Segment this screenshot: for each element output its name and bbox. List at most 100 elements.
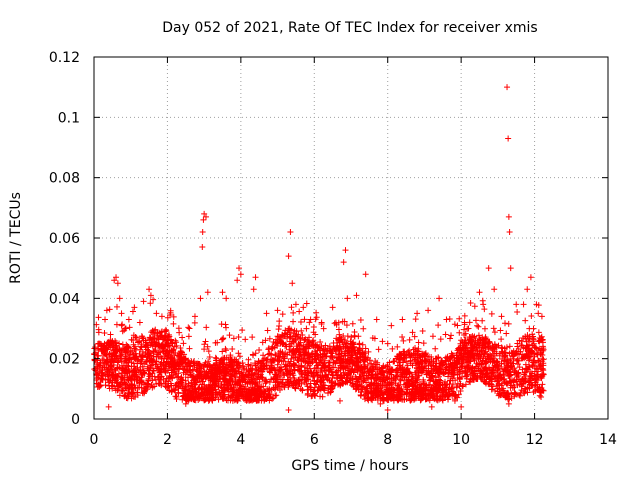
data-point [256, 346, 263, 353]
data-point [333, 335, 340, 342]
data-point [508, 395, 515, 402]
data-point [218, 336, 225, 343]
data-point [142, 337, 149, 344]
data-point [235, 360, 242, 367]
data-point [285, 406, 292, 413]
data-point [370, 388, 377, 395]
data-point [230, 366, 237, 373]
data-point [454, 380, 461, 387]
data-point [142, 359, 149, 366]
data-point [384, 363, 391, 370]
data-point [519, 376, 526, 383]
data-point [180, 389, 187, 396]
data-point [375, 346, 382, 353]
data-point [156, 343, 163, 350]
data-point [434, 378, 441, 385]
data-point [430, 362, 437, 369]
data-point [397, 355, 404, 362]
data-point [313, 314, 320, 321]
data-point [93, 380, 100, 387]
data-point [235, 393, 242, 400]
data-point [479, 374, 486, 381]
data-point [439, 396, 446, 403]
data-point [489, 347, 496, 354]
data-point [135, 356, 142, 363]
data-point [297, 363, 304, 370]
data-point [410, 396, 417, 403]
data-point [279, 339, 286, 346]
data-point [109, 379, 116, 386]
data-point [428, 372, 435, 379]
data-point [151, 373, 158, 380]
data-point [304, 386, 311, 393]
data-point [523, 338, 530, 345]
data-point [350, 341, 357, 348]
data-point [158, 333, 165, 340]
data-point [317, 368, 324, 375]
data-point [405, 393, 412, 400]
data-point [361, 356, 368, 363]
data-point [123, 349, 130, 356]
data-point [330, 359, 337, 366]
data-point [102, 316, 109, 323]
data-point [535, 310, 542, 317]
data-point [530, 358, 537, 365]
data-point [113, 321, 120, 328]
data-point [388, 368, 395, 375]
data-point [431, 393, 438, 400]
data-point [286, 362, 293, 369]
data-point [175, 358, 182, 365]
data-point [525, 379, 532, 386]
data-point [204, 394, 211, 401]
data-point [178, 359, 185, 366]
data-point [285, 327, 292, 334]
data-point [353, 375, 360, 382]
x-tick-label: 14 [599, 432, 617, 448]
data-point [136, 377, 143, 384]
data-point [282, 361, 289, 368]
data-point [488, 376, 495, 383]
data-point [317, 355, 324, 362]
data-point [236, 386, 243, 393]
data-point [368, 382, 375, 389]
data-point [114, 280, 121, 287]
data-point [303, 325, 310, 332]
data-point [501, 353, 508, 360]
data-point [307, 380, 314, 387]
data-point [428, 357, 435, 364]
data-point [349, 320, 356, 327]
data-point [391, 386, 398, 393]
data-point [483, 370, 490, 377]
data-point [506, 228, 513, 235]
data-point [491, 329, 498, 336]
y-tick-label: 0 [71, 412, 80, 428]
data-point [525, 345, 532, 352]
data-point [530, 340, 537, 347]
data-point [390, 397, 397, 404]
data-point [384, 388, 391, 395]
data-point [418, 369, 425, 376]
data-point [102, 382, 109, 389]
data-point [461, 312, 468, 319]
data-point [259, 339, 266, 346]
data-point [409, 385, 416, 392]
data-point [319, 393, 326, 400]
data-point [95, 326, 102, 333]
data-point [285, 384, 292, 391]
data-point [229, 345, 236, 352]
data-point [400, 355, 407, 362]
data-point [456, 329, 463, 336]
data-point [342, 348, 349, 355]
data-point [315, 373, 322, 380]
data-point [406, 336, 413, 343]
data-point [295, 346, 302, 353]
data-point [505, 213, 512, 220]
data-point [489, 357, 496, 364]
data-point [198, 395, 205, 402]
data-point [514, 356, 521, 363]
data-point [473, 363, 480, 370]
data-point [407, 360, 414, 367]
data-point [451, 360, 458, 367]
data-point [451, 321, 458, 328]
